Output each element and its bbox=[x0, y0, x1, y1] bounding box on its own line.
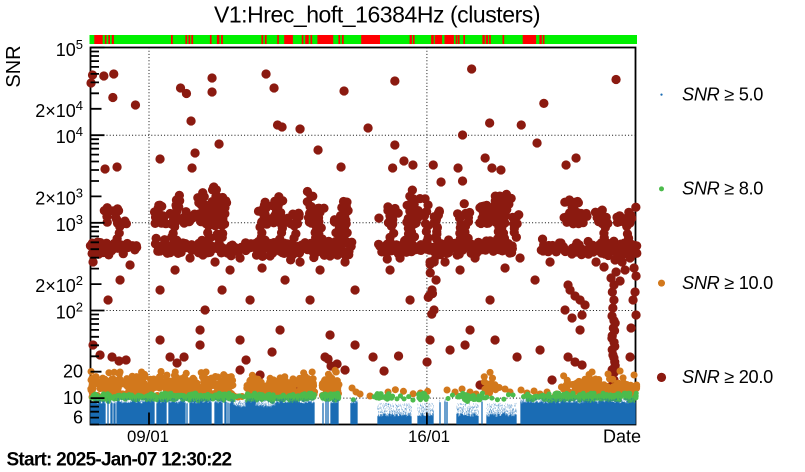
svg-text:Start: 2025-Jan-07 12:30:22: Start: 2025-Jan-07 12:30:22 bbox=[7, 450, 232, 471]
svg-text:10: 10 bbox=[63, 388, 83, 408]
svg-text:SNR: SNR bbox=[3, 45, 25, 87]
svg-text:SNR ≥ 8.0: SNR ≥ 8.0 bbox=[682, 179, 763, 199]
svg-text:SNR ≥ 20.0: SNR ≥ 20.0 bbox=[682, 367, 773, 387]
svg-text:Date: Date bbox=[603, 427, 641, 447]
svg-text:2×102: 2×102 bbox=[35, 273, 83, 296]
svg-text:20: 20 bbox=[63, 362, 83, 382]
svg-text:2×103: 2×103 bbox=[35, 185, 83, 208]
svg-text:2×104: 2×104 bbox=[35, 98, 83, 121]
svg-text:SNR ≥ 5.0: SNR ≥ 5.0 bbox=[682, 84, 763, 104]
svg-text:SNR ≥ 10.0: SNR ≥ 10.0 bbox=[682, 273, 773, 293]
svg-text:16/01: 16/01 bbox=[408, 427, 450, 446]
svg-text:6: 6 bbox=[73, 408, 83, 428]
svg-text:09/01: 09/01 bbox=[127, 427, 169, 446]
svg-text:V1:Hrec_hoft_16384Hz (clusters: V1:Hrec_hoft_16384Hz (clusters) bbox=[214, 2, 540, 28]
